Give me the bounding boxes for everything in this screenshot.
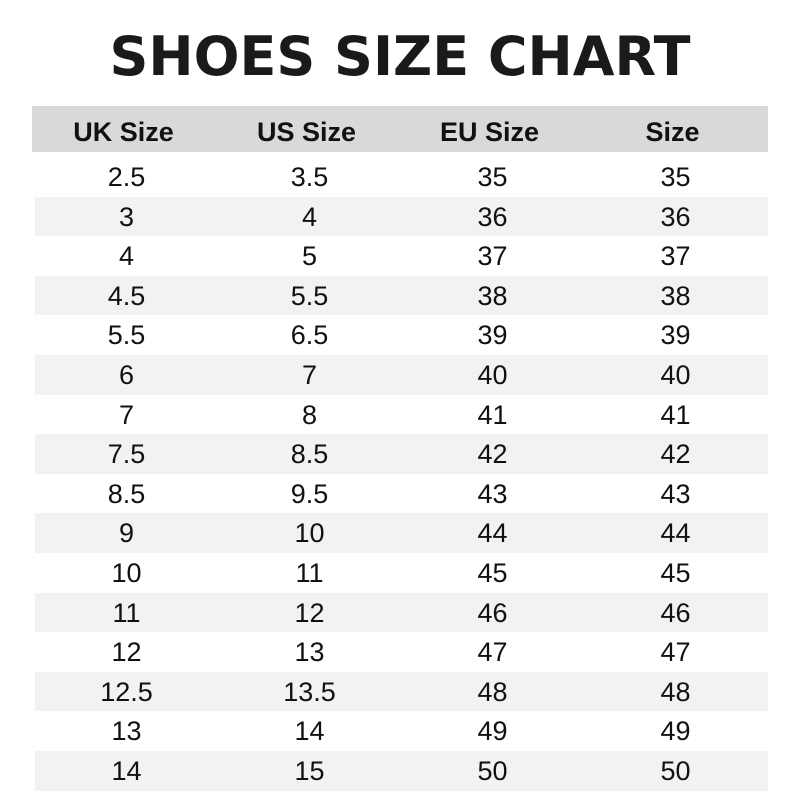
us-size-cell: 6.5	[290, 320, 329, 351]
uk-size-cell: 2.5	[107, 162, 146, 192]
eu-size-cell: 44	[477, 518, 508, 549]
us-size-cell: 8.5	[290, 439, 329, 470]
table-row: 12 13 47 47	[35, 632, 768, 672]
header-eu-size: EU Size	[439, 117, 540, 147]
us-size-cell: 13	[294, 637, 325, 668]
size-cell: 38	[660, 280, 691, 311]
uk-size-cell: 4	[118, 241, 135, 272]
size-cell: 43	[660, 478, 691, 509]
eu-size-cell: 49	[477, 716, 508, 747]
us-size-cell: 15	[294, 755, 325, 786]
uk-size-cell: 11	[112, 597, 141, 628]
us-size-cell: 14	[294, 716, 325, 747]
us-size-cell: 7	[301, 359, 318, 390]
size-cell: 41	[660, 399, 691, 430]
uk-size-cell: 8.5	[107, 478, 146, 509]
table-row: 6 7 40 40	[35, 354, 768, 395]
us-size-cell: 9.5	[290, 478, 329, 509]
size-cell: 48	[660, 676, 691, 707]
table-row: 4.5 5.5 38 38	[35, 275, 768, 316]
table-row: 2.5 3.5 35 35	[35, 157, 768, 197]
eu-size-cell: 48	[477, 676, 508, 707]
table-row: 13 14 49 49	[35, 711, 768, 751]
uk-size-cell: 6	[118, 359, 135, 390]
size-cell: 50	[660, 755, 691, 786]
eu-size-cell: 38	[477, 280, 508, 311]
table-row: 14 15 50 50	[35, 750, 768, 791]
us-size-cell: 13.5	[283, 676, 336, 707]
table-row: 3 4 36 36	[35, 196, 768, 237]
uk-size-cell: 12.5	[100, 676, 153, 707]
table-row: 4 5 37 37	[35, 236, 768, 276]
size-cell: 37	[660, 241, 691, 272]
size-cell: 40	[660, 359, 691, 390]
eu-size-cell: 50	[477, 755, 508, 786]
size-cell: 46	[660, 597, 691, 628]
table-row: 7 8 41 41	[35, 395, 768, 435]
us-size-cell: 11	[295, 557, 324, 588]
table-row: 7.5 8.5 42 42	[35, 434, 768, 474]
table-body: 2.5 3.5 35 35 3 4 36 36 4 5 37 37 4.5 5.5 38 38 5.5 6.5 39…	[35, 157, 768, 791]
table-header: UK Size US Size EU Size Size	[32, 106, 768, 152]
eu-size-cell: 46	[477, 597, 508, 628]
size-cell: 35	[660, 162, 691, 192]
eu-size-cell: 37	[477, 241, 508, 272]
us-size-cell: 12	[294, 597, 325, 628]
size-cell: 39	[660, 320, 691, 351]
uk-size-cell: 10	[111, 557, 142, 588]
size-cell: 49	[660, 716, 691, 747]
uk-size-cell: 7	[118, 399, 135, 430]
table-row: 9 10 44 44	[35, 513, 768, 553]
table-row: 10 11 45 45	[35, 553, 768, 593]
uk-size-cell: 4.5	[107, 280, 146, 311]
eu-size-cell: 36	[477, 201, 508, 232]
size-cell: 45	[660, 557, 691, 588]
uk-size-cell: 12	[111, 637, 142, 668]
us-size-cell: 10	[294, 518, 325, 549]
eu-size-cell: 45	[477, 557, 508, 588]
eu-size-cell: 35	[477, 162, 508, 192]
header-uk-size: UK Size	[73, 117, 174, 147]
uk-size-cell: 5.5	[107, 320, 146, 351]
table-row: 5.5 6.5 39 39	[35, 315, 768, 355]
uk-size-cell: 14	[111, 755, 142, 786]
eu-size-cell: 40	[477, 359, 508, 390]
size-cell: 36	[660, 201, 691, 232]
uk-size-cell: 9	[118, 518, 135, 549]
uk-size-cell: 7.5	[107, 439, 146, 470]
uk-size-cell: 3	[118, 201, 135, 232]
us-size-cell: 5.5	[290, 280, 329, 311]
table-row: 12.5 13.5 48 48	[35, 671, 768, 712]
table-row: 11 12 46 46	[35, 592, 768, 633]
page-title: SHOES SIZE CHART	[109, 25, 691, 88]
size-cell: 42	[660, 439, 691, 470]
table-row: 8.5 9.5 43 43	[35, 474, 768, 514]
header-size: Size	[645, 117, 700, 147]
eu-size-cell: 42	[477, 439, 508, 470]
eu-size-cell: 41	[477, 399, 508, 430]
us-size-cell: 3.5	[290, 162, 329, 192]
size-cell: 47	[660, 637, 691, 668]
uk-size-cell: 13	[111, 716, 142, 747]
size-cell: 44	[660, 518, 691, 549]
us-size-cell: 4	[301, 201, 318, 232]
eu-size-cell: 43	[477, 478, 508, 509]
us-size-cell: 8	[301, 399, 318, 430]
us-size-cell: 5	[301, 241, 318, 272]
eu-size-cell: 39	[477, 320, 508, 351]
header-us-size: US Size	[256, 117, 357, 147]
eu-size-cell: 47	[477, 637, 508, 668]
